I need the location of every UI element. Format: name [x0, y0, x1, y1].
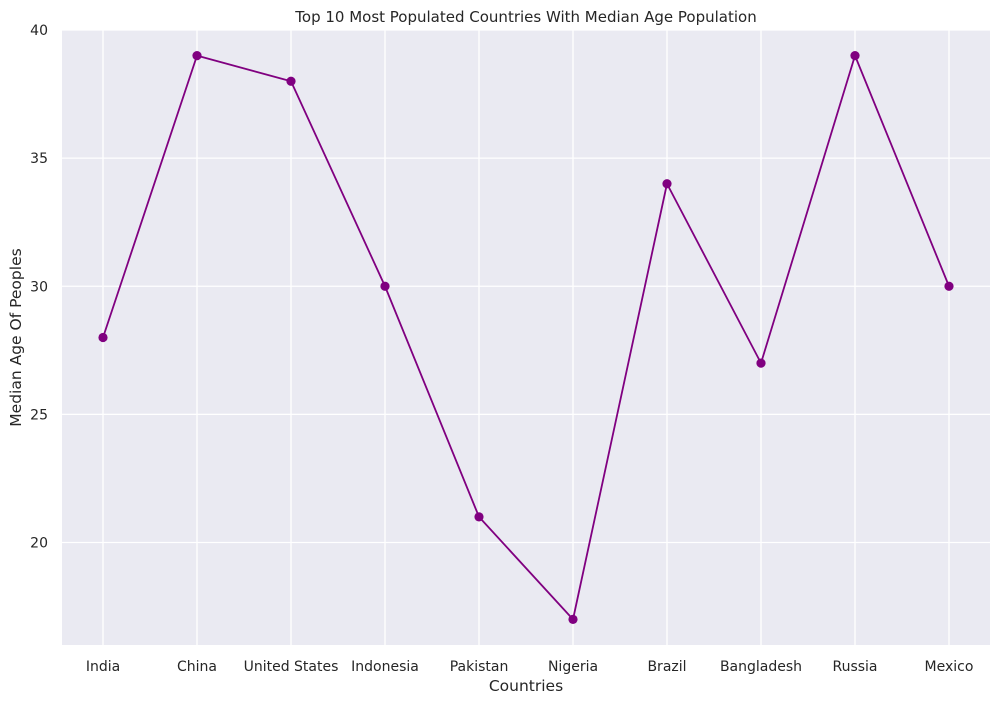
x-tick-label: Pakistan	[450, 659, 509, 675]
x-tick-label: Bangladesh	[720, 659, 802, 675]
y-tick-label: 20	[30, 536, 48, 552]
y-tick-label: 30	[30, 279, 48, 295]
data-point	[662, 179, 672, 189]
x-tick-labels: India China United States Indonesia Pakistan…	[86, 659, 974, 675]
x-tick-label: India	[86, 659, 120, 675]
data-point	[98, 332, 108, 343]
series-line	[102, 54, 950, 621]
series-layer	[98, 51, 954, 624]
data-point	[944, 281, 954, 291]
plot-area	[62, 30, 990, 645]
x-tick-label: Russia	[832, 659, 877, 675]
x-tick-label: Mexico	[925, 659, 974, 675]
y-tick-label: 25	[30, 407, 48, 423]
x-axis-label: Countries	[489, 677, 563, 695]
x-tick-label: Nigeria	[548, 659, 598, 675]
x-tick-label: Brazil	[647, 659, 686, 675]
grid-lines	[62, 29, 990, 645]
data-point	[474, 512, 484, 522]
x-tick-label: China	[177, 659, 217, 675]
chart-title: Top 10 Most Populated Countries With Med…	[294, 8, 756, 26]
y-tick-label: 35	[30, 151, 48, 167]
data-point	[380, 281, 390, 291]
x-tick-label: United States	[244, 659, 339, 675]
data-point	[568, 614, 578, 624]
y-axis-label: Median Age Of Peoples	[7, 248, 25, 426]
data-point	[286, 76, 296, 86]
data-point	[192, 51, 202, 61]
data-point	[756, 358, 766, 368]
y-tick-labels: 20 25 30 35 40	[30, 23, 48, 552]
y-tick-label: 40	[30, 23, 48, 39]
x-tick-label: Indonesia	[351, 659, 419, 675]
data-point	[850, 51, 860, 61]
